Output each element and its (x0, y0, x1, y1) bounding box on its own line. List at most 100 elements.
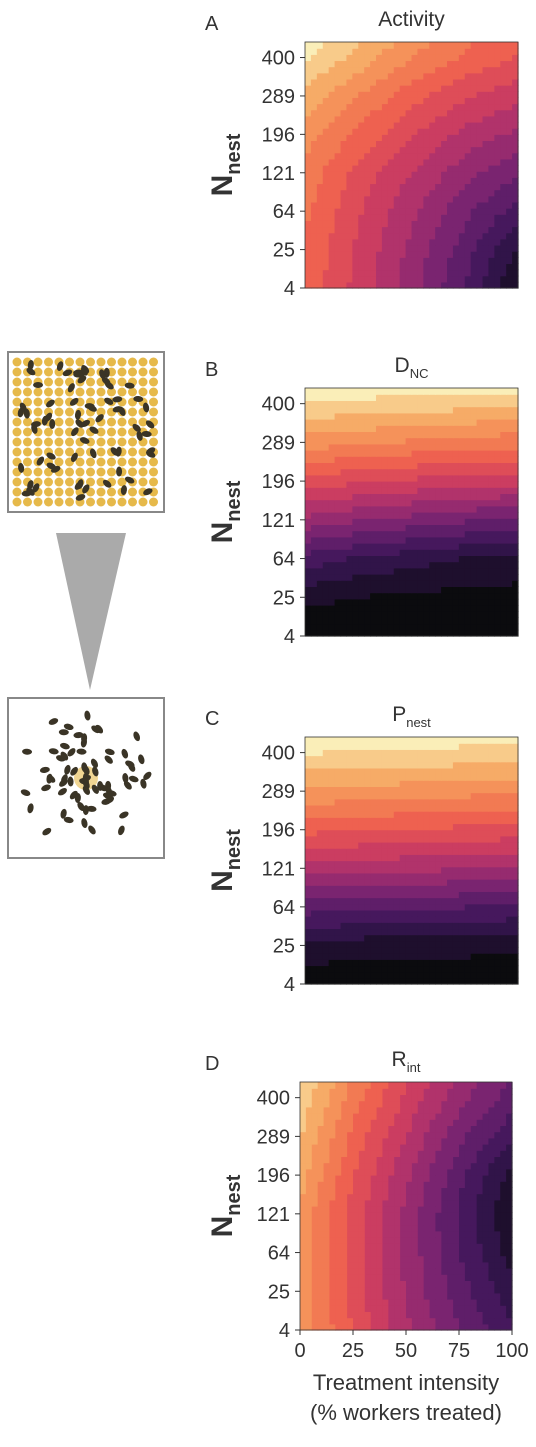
contour-cell (388, 208, 395, 215)
contour-cell (335, 91, 342, 98)
contour-cell (506, 257, 513, 264)
food-dot (128, 388, 137, 397)
contour-cell (388, 873, 395, 880)
contour-cell (429, 762, 436, 769)
contour-cell (417, 171, 424, 178)
contour-cell (477, 79, 484, 86)
contour-cell (352, 768, 359, 775)
contour-cell (394, 922, 401, 929)
contour-cell (394, 630, 401, 637)
contour-cell (305, 749, 312, 756)
food-dot (55, 418, 64, 427)
contour-cell (335, 904, 342, 911)
contour-cell (417, 854, 424, 861)
contour-cell (471, 407, 478, 414)
contour-cell (341, 898, 348, 905)
contour-cell (465, 630, 472, 637)
contour-cell (423, 251, 430, 258)
contour-cell (335, 60, 342, 67)
contour-cell (317, 388, 324, 395)
contour-cell (352, 823, 359, 830)
contour-cell (477, 549, 484, 556)
contour-cell (429, 611, 436, 618)
contour-cell (305, 867, 312, 874)
contour-cell (477, 941, 484, 948)
contour-cell (447, 48, 454, 55)
contour-cell (376, 220, 383, 227)
contour-cell (358, 947, 365, 954)
contour-cell (346, 413, 353, 420)
contour-cell (358, 941, 365, 948)
contour-cell (435, 1318, 441, 1325)
contour-cell (352, 493, 359, 500)
contour-cell (317, 756, 324, 763)
contour-cell (483, 543, 490, 550)
contour-cell (352, 257, 359, 264)
contour-cell (305, 593, 312, 600)
contour-cell (465, 73, 472, 80)
contour-cell (500, 873, 507, 880)
contour-cell (394, 134, 401, 141)
contour-cell (406, 60, 413, 67)
contour-cell (500, 196, 507, 203)
contour-cell (324, 1287, 330, 1294)
contour-cell (447, 171, 454, 178)
contour-cell (447, 1287, 453, 1294)
contour-cell (382, 388, 389, 395)
contour-cell (341, 854, 348, 861)
contour-cell (370, 438, 377, 445)
contour-cell (412, 73, 419, 80)
contour-cell (305, 134, 312, 141)
contour-cell (447, 462, 454, 469)
contour-cell (417, 251, 424, 258)
contour-cell (311, 245, 318, 252)
contour-cell (500, 737, 507, 744)
contour-cell (400, 630, 407, 637)
contour-cell (429, 54, 436, 61)
contour-cell (483, 531, 490, 538)
contour-cell (406, 190, 413, 197)
contour-cell (394, 972, 401, 979)
contour-cell (382, 165, 389, 172)
contour-cell (417, 848, 424, 855)
contour-cell (459, 60, 466, 67)
contour-cell (453, 208, 460, 215)
contour-cell (370, 879, 377, 886)
contour-cell (358, 227, 365, 234)
contour-cell (506, 854, 513, 861)
contour-cell (394, 91, 401, 98)
contour-cell (412, 916, 419, 923)
contour-cell (488, 116, 495, 123)
contour-cell (477, 1293, 483, 1300)
contour-cell (477, 171, 484, 178)
contour-cell (435, 475, 442, 482)
contour-cell (341, 630, 348, 637)
contour-cell (488, 282, 495, 289)
contour-cell (370, 518, 377, 525)
contour-cell (382, 749, 389, 756)
contour-cell (465, 1305, 471, 1312)
contour-cell (423, 599, 430, 606)
contour-cell (394, 568, 401, 575)
contour-cell (406, 830, 413, 837)
contour-cell (388, 959, 395, 966)
contour-cell (352, 425, 359, 432)
contour-cell (329, 1280, 335, 1287)
contour-cell (400, 593, 407, 600)
contour-cell (394, 276, 401, 283)
contour-cell (500, 500, 507, 507)
contour-cell (494, 768, 501, 775)
contour-cell (388, 196, 395, 203)
contour-cell (311, 891, 318, 898)
contour-cell (494, 512, 501, 519)
contour-cell (459, 147, 466, 154)
contour-cell (453, 183, 460, 190)
contour-cell (471, 97, 478, 104)
food-dot (97, 488, 106, 497)
contour-cell (346, 227, 353, 234)
contour-cell (400, 419, 407, 426)
contour-cell (406, 891, 413, 898)
contour-cell (412, 506, 419, 513)
contour-cell (329, 97, 336, 104)
contour-cell (341, 1293, 347, 1300)
